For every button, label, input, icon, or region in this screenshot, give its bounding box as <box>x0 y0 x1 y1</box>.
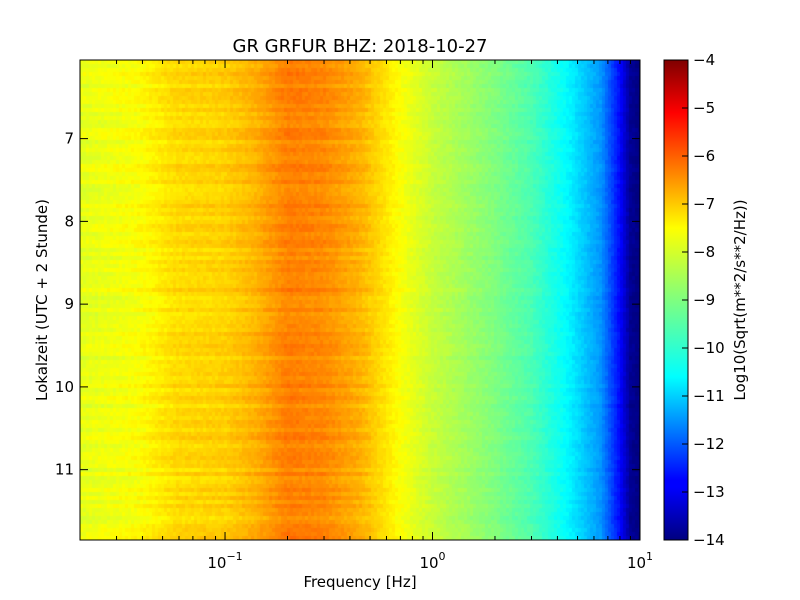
heatmap-raster <box>80 60 640 540</box>
y-axis-label: Lokalzeit (UTC + 2 Stunde) <box>33 199 51 401</box>
colorbar-tick-label: −13 <box>693 483 725 501</box>
x-axis-label: Frequency [Hz] <box>303 573 416 591</box>
plot-frame <box>79 59 641 541</box>
y-axis: 7 8 9 10 11 <box>55 130 640 479</box>
x-tick-label: 100 <box>419 550 445 572</box>
colorbar-tick-label: −6 <box>693 147 715 165</box>
y-tick-label: 7 <box>64 130 74 148</box>
spectrogram-heatmap <box>80 60 640 540</box>
y-tick-label: 9 <box>64 295 74 313</box>
chart-title: GR GRFUR BHZ: 2018-10-27 <box>233 36 488 57</box>
colorbar-ticks: −4 −5 −6 −7 −8 −9 −10 −11 −12 −13 −14 <box>682 51 725 549</box>
colorbar-tick-label: −11 <box>693 387 725 405</box>
colorbar-label: Log10(Sqrt(m**2/s**2/Hz)) <box>731 199 749 400</box>
colorbar-tick-label: −5 <box>693 99 715 117</box>
y-tick-label: 10 <box>55 378 74 396</box>
y-tick-label: 11 <box>55 461 74 479</box>
colorbar-tick-label: −9 <box>693 291 715 309</box>
x-tick-label: 10−1 <box>207 550 242 572</box>
colorbar-tick-label: −8 <box>693 243 715 261</box>
colorbar-tick-label: −4 <box>693 51 715 69</box>
colorbar-tick-label: −12 <box>693 435 725 453</box>
x-tick-label: 101 <box>627 550 653 572</box>
x-axis: 10−1 100 101 <box>79 60 653 572</box>
colorbar-tick-label: −14 <box>693 531 725 549</box>
colorbar-tick-label: −7 <box>693 195 715 213</box>
y-tick-label: 8 <box>64 212 74 230</box>
colorbar-tick-label: −10 <box>693 339 725 357</box>
